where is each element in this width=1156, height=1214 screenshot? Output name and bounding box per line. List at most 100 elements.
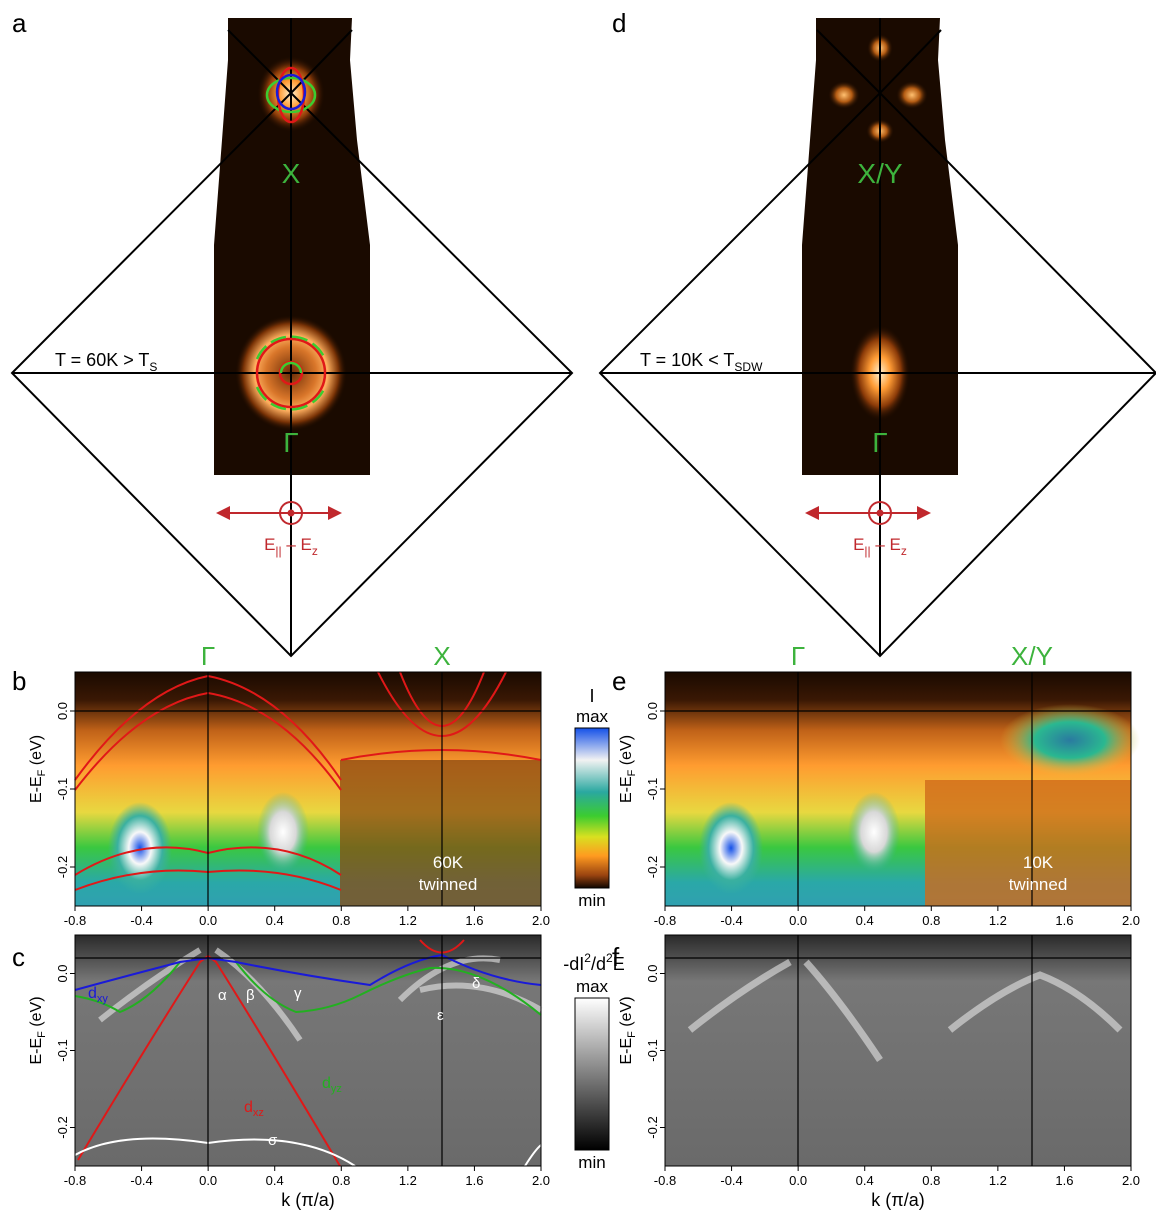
colorbar-curvature: -dI2/d2E max min bbox=[563, 951, 624, 1172]
x-tick-label: -0.4 bbox=[130, 1173, 152, 1188]
y-axis-label: E-EF (eV) bbox=[618, 996, 638, 1064]
top-label-gamma: Γ bbox=[201, 641, 215, 671]
spot-right bbox=[896, 81, 928, 109]
y-axis-label: E-EF (eV) bbox=[618, 735, 638, 803]
x-tick-label: -0.8 bbox=[64, 913, 86, 928]
annotation-twinned: twinned bbox=[419, 875, 478, 894]
x-tick-label: 2.0 bbox=[1122, 1173, 1140, 1188]
y-tick-label: -0.1 bbox=[645, 1039, 660, 1061]
y-tick-label: 0.0 bbox=[645, 702, 660, 720]
band-label-sigma: σ bbox=[268, 1132, 278, 1149]
top-label-xy: X/Y bbox=[1011, 641, 1053, 671]
band-label-beta: β bbox=[246, 987, 255, 1004]
x-tick-label: 2.0 bbox=[532, 913, 550, 928]
right-region bbox=[925, 780, 1131, 906]
polarization-indicator bbox=[805, 501, 931, 525]
x-tick-label: 0.8 bbox=[332, 1173, 350, 1188]
y-tick-label: 0.0 bbox=[645, 964, 660, 982]
annotation-twinned: twinned bbox=[1009, 875, 1068, 894]
x-tick-label: 2.0 bbox=[1122, 913, 1140, 928]
x-tick-label: -0.8 bbox=[64, 1173, 86, 1188]
fs-contour-blue-x bbox=[275, 73, 307, 111]
x-tick-label: 1.6 bbox=[465, 1173, 483, 1188]
high-symmetry-label-gamma: Γ bbox=[872, 427, 887, 458]
spot-left bbox=[828, 81, 860, 109]
top-label-gamma: Γ bbox=[791, 641, 805, 671]
fs-contour-red-gamma-outer bbox=[255, 337, 327, 409]
x-tick-label: -0.4 bbox=[720, 913, 742, 928]
y-tick-label: -0.2 bbox=[55, 856, 70, 878]
panel-e-arpes-intensity: Γ X/Y 10K twinned bbox=[664, 641, 1140, 907]
colorbar-gradient bbox=[574, 997, 610, 1151]
fs-contour-green-x bbox=[265, 76, 317, 114]
panel-letter-b: b bbox=[12, 666, 26, 696]
green-feature bbox=[1000, 704, 1140, 776]
colorbar-title: I bbox=[589, 686, 594, 706]
x-tick-label: 2.0 bbox=[532, 1173, 550, 1188]
x-tick-label: 1.6 bbox=[1055, 1173, 1073, 1188]
panel-letter-e: e bbox=[612, 666, 626, 696]
colorbar-gradient bbox=[574, 727, 610, 889]
x-tick-label: -0.8 bbox=[654, 1173, 676, 1188]
top-label-x: X bbox=[433, 641, 450, 671]
x-tick-label: 0.8 bbox=[922, 1173, 940, 1188]
panel-letter-f: f bbox=[612, 942, 620, 972]
panel-b-arpes-intensity: Γ X 60K twinned bbox=[74, 641, 542, 907]
polarization-label: E|| – Ez bbox=[264, 535, 318, 558]
polarization-indicator bbox=[216, 501, 342, 525]
panel-letter-a: a bbox=[12, 8, 27, 38]
x-axis-label: k (π/a) bbox=[871, 1190, 924, 1210]
panel-a-fermi-map: X Γ T = 60K > TS E|| – Ez bbox=[10, 18, 574, 658]
band-dxy bbox=[74, 953, 542, 991]
y-tick-label: -0.2 bbox=[645, 1116, 660, 1138]
fs-contour-green-gamma-inner bbox=[279, 361, 303, 374]
y-tick-label: -0.2 bbox=[645, 856, 660, 878]
x-tick-label: 0.4 bbox=[266, 1173, 284, 1188]
panel-d-fermi-map: X/Y Γ T = 10K < TSDW E|| – Ez bbox=[598, 18, 1156, 658]
x-tick-label: 1.2 bbox=[989, 1173, 1007, 1188]
y-tick-label: -0.2 bbox=[55, 1116, 70, 1138]
high-symmetry-label-x: X bbox=[282, 158, 301, 189]
panel-c-curvature: α β γ δ ε σ dxy dyz dxz bbox=[74, 934, 543, 1167]
orbital-label-dxz: dxz bbox=[244, 1099, 264, 1119]
axes-layer: -0.8 -0.4 0.0 0.4 0.8 1.2 1.6 2.0 0.0 -0.1 -0.2 E-E… bbox=[28, 702, 1140, 1210]
y-tick-label: 0.0 bbox=[55, 964, 70, 982]
x-tick-label: 1.6 bbox=[1055, 913, 1073, 928]
band-label-epsilon: ε bbox=[437, 1007, 444, 1024]
zone-edge-right bbox=[879, 29, 942, 94]
panel-f-curvature bbox=[664, 934, 1132, 1167]
x-tick-label: 1.2 bbox=[399, 913, 417, 928]
colorbar-max-label: max bbox=[576, 707, 609, 726]
annotation-temperature: 10K bbox=[1023, 853, 1054, 872]
x-tick-label: 0.0 bbox=[789, 1173, 807, 1188]
orbital-label-dxy: dxy bbox=[88, 985, 108, 1005]
band-label-alpha: α bbox=[218, 987, 227, 1004]
zone-edge-left bbox=[816, 29, 881, 94]
polarization-label: E|| – Ez bbox=[853, 535, 907, 558]
band-label-delta: δ bbox=[472, 975, 480, 992]
curvature-image bbox=[75, 935, 541, 1166]
high-symmetry-label-xy: X/Y bbox=[857, 158, 902, 189]
x-axis-label: k (π/a) bbox=[281, 1190, 334, 1210]
band-dyz bbox=[74, 961, 542, 1016]
high-symmetry-label-gamma: Γ bbox=[283, 427, 298, 458]
x-tick-label: 0.4 bbox=[266, 913, 284, 928]
x-tick-label: 0.8 bbox=[332, 913, 350, 928]
fs-contour-green-gamma-outer bbox=[255, 335, 327, 411]
y-axis-label: E-EF (eV) bbox=[28, 735, 48, 803]
y-tick-label: -0.1 bbox=[55, 1039, 70, 1061]
y-tick-label: 0.0 bbox=[55, 702, 70, 720]
x-tick-label: 0.4 bbox=[856, 913, 874, 928]
x-tick-label: 1.2 bbox=[399, 1173, 417, 1188]
colorbar-min-label: min bbox=[578, 1153, 605, 1172]
colorbar-min-label: min bbox=[578, 891, 605, 910]
dispersion-highlights bbox=[687, 958, 1123, 1062]
band-label-gamma: γ bbox=[294, 985, 302, 1002]
colorbar-max-label: max bbox=[576, 977, 609, 996]
x-tick-label: 0.0 bbox=[789, 913, 807, 928]
x-tick-label: -0.4 bbox=[720, 1173, 742, 1188]
x-tick-label: -0.4 bbox=[130, 913, 152, 928]
panel-letter-d: d bbox=[612, 8, 626, 38]
right-dim-region bbox=[340, 760, 541, 906]
